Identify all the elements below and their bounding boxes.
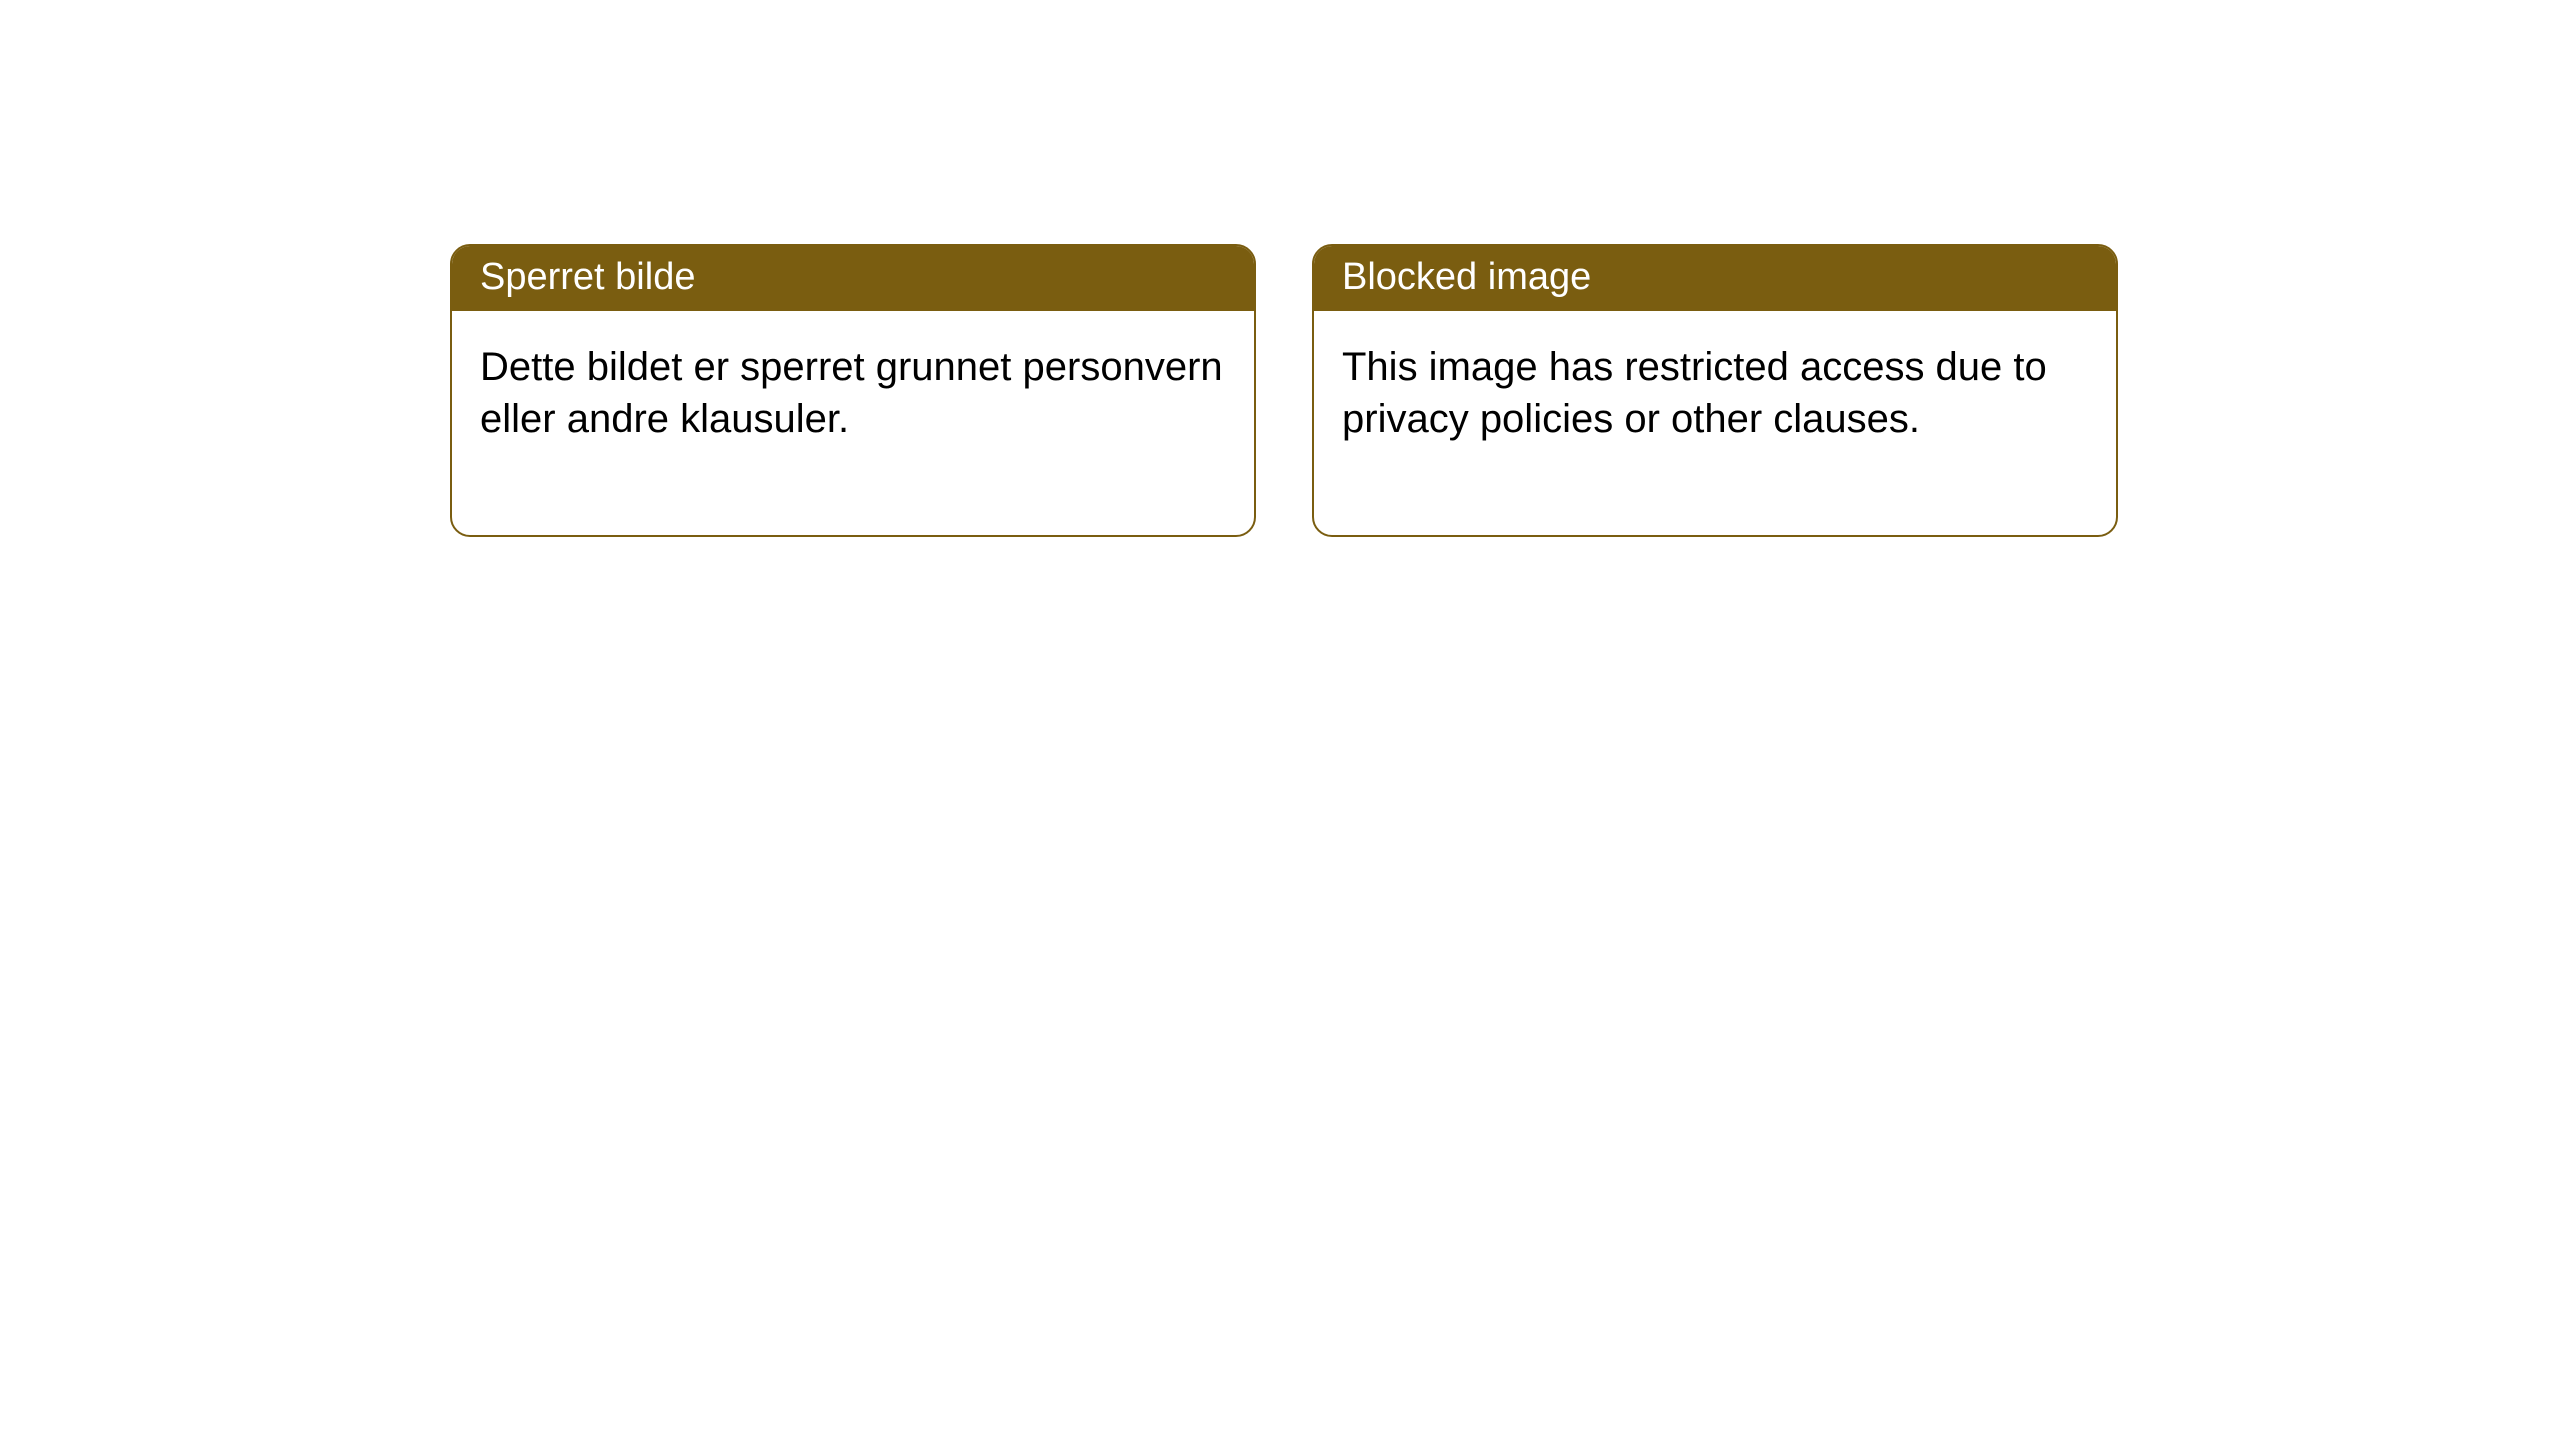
notice-body-english: This image has restricted access due to …	[1314, 311, 2116, 535]
notice-card-norwegian: Sperret bilde Dette bildet er sperret gr…	[450, 244, 1256, 537]
notice-card-english: Blocked image This image has restricted …	[1312, 244, 2118, 537]
notice-title-english: Blocked image	[1314, 246, 2116, 311]
notice-container: Sperret bilde Dette bildet er sperret gr…	[0, 0, 2560, 537]
notice-body-norwegian: Dette bildet er sperret grunnet personve…	[452, 311, 1254, 535]
notice-title-norwegian: Sperret bilde	[452, 246, 1254, 311]
